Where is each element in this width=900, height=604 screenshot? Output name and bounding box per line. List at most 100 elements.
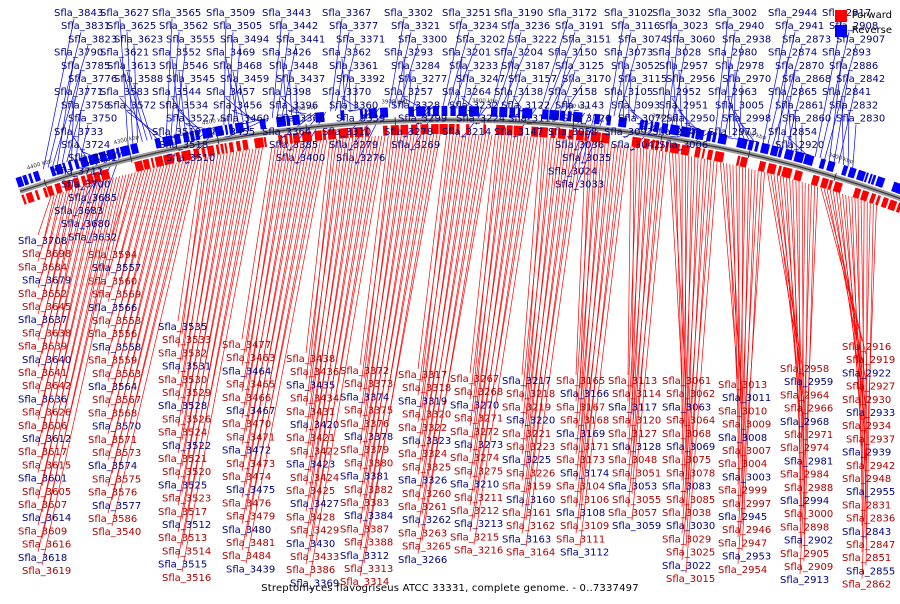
reverse-gene-label: Sfla_3371 — [336, 34, 385, 45]
reverse-gene-label: Sfla_3006 — [659, 140, 708, 151]
reverse-gene-label: Sfla_3002 — [708, 8, 757, 19]
forward-gene-label: Sfla_2933 — [846, 408, 895, 419]
reverse-gene-label: Sfla_3257 — [384, 87, 433, 98]
forward-gene-label: Sfla_3112 — [560, 548, 609, 559]
reverse-gene-block — [747, 140, 754, 151]
reverse-gene-label: Sfla_3150 — [548, 48, 597, 59]
forward-gene-label: Sfla_3210 — [450, 480, 499, 491]
forward-gene-label: Sfla_3263 — [398, 528, 447, 539]
forward-gene-label: Sfla_3218 — [506, 389, 555, 400]
reverse-gene-label: Sfla_3247 — [456, 74, 505, 85]
forward-gene-label: Sfla_3640 — [22, 355, 71, 366]
forward-gene-label: Sfla_2831 — [842, 500, 891, 511]
reverse-gene-label: Sfla_3122 — [501, 100, 550, 111]
forward-leader — [306, 138, 343, 405]
forward-gene-label: Sfla_3639 — [18, 342, 67, 353]
reverse-gene-label: Sfla_3426 — [262, 48, 311, 59]
forward-gene-label: Sfla_3114 — [612, 389, 661, 400]
forward-gene-label: Sfla_2988 — [784, 483, 833, 494]
forward-gene-label: Sfla_2955 — [846, 487, 895, 498]
forward-gene-label: Sfla_3169 — [556, 429, 605, 440]
reverse-gene-label: Sfla_3105 — [604, 87, 653, 98]
reverse-gene-label: Sfla_2950 — [666, 114, 715, 125]
reverse-gene-label: Sfla_3711 — [54, 166, 103, 177]
forward-gene-label: Sfla_2954 — [718, 565, 767, 576]
forward-gene-label: Sfla_3374 — [340, 392, 389, 403]
reverse-gene-label: Sfla_3750 — [68, 114, 117, 125]
forward-gene-label: Sfla_3226 — [506, 468, 555, 479]
forward-gene-label: Sfla_3428 — [286, 512, 335, 523]
reverse-gene-label: Sfla_3377 — [329, 21, 378, 32]
reverse-gene-label: Sfla_3776 — [68, 74, 117, 85]
forward-gene-label: Sfla_3438 — [286, 354, 335, 365]
forward-gene-label: Sfla_3474 — [222, 472, 271, 483]
reverse-gene-label: Sfla_2944 — [768, 8, 817, 19]
forward-gene-label: Sfla_3574 — [88, 461, 137, 472]
forward-gene-label: Sfla_3383 — [340, 498, 389, 509]
reverse-gene-label: Sfla_3300 — [398, 34, 447, 45]
reverse-gene-block — [754, 141, 759, 151]
reverse-gene-label: Sfla_3222 — [508, 34, 557, 45]
reverse-gene-label: Sfla_2865 — [768, 87, 817, 98]
forward-leader — [787, 178, 800, 442]
forward-gene-block — [853, 188, 862, 199]
reverse-gene-label: Sfla_3102 — [604, 8, 653, 19]
forward-gene-label: Sfla_3382 — [344, 485, 393, 496]
forward-gene-label: Sfla_3679 — [22, 276, 71, 287]
reverse-gene-label: Sfla_3457 — [206, 87, 255, 98]
forward-leader — [182, 157, 205, 334]
forward-gene-label: Sfla_3481 — [226, 538, 275, 549]
forward-gene-label: Sfla_3698 — [22, 249, 71, 260]
forward-gene-block — [26, 192, 35, 203]
forward-gene-label: Sfla_2999 — [718, 486, 767, 497]
forward-gene-block — [714, 151, 725, 163]
forward-gene-label: Sfla_2930 — [842, 395, 891, 406]
reverse-gene-label: Sfla_3400 — [276, 153, 325, 164]
forward-gene-block — [35, 190, 41, 200]
forward-gene-label: Sfla_3476 — [222, 498, 271, 509]
forward-gene-label: Sfla_3013 — [718, 380, 767, 391]
forward-gene-block — [793, 170, 803, 182]
forward-gene-block — [881, 197, 889, 208]
reverse-gene-label: Sfla_3468 — [213, 61, 262, 72]
forward-swatch — [835, 10, 847, 22]
forward-gene-label: Sfla_3273 — [454, 440, 503, 451]
forward-gene-label: Sfla_3163 — [502, 534, 551, 545]
forward-gene-label: Sfla_3605 — [22, 487, 71, 498]
reverse-gene-label: Sfla_3036 — [555, 140, 604, 151]
forward-gene-label: Sfla_3069 — [666, 442, 715, 453]
forward-gene-label: Sfla_3471 — [226, 432, 275, 443]
reverse-gene-label: Sfla_3157 — [508, 74, 557, 85]
forward-gene-label: Sfla_3517 — [158, 507, 207, 518]
forward-gene-label: Sfla_3111 — [556, 534, 605, 545]
forward-gene-label: Sfla_3470 — [222, 419, 271, 430]
reverse-gene-label: Sfla_2952 — [652, 87, 701, 98]
forward-gene-label: Sfla_2966 — [784, 404, 833, 415]
reverse-gene-label: Sfla_3042 — [611, 140, 660, 151]
forward-gene-label: Sfla_3464 — [222, 366, 271, 377]
reverse-gene-label: Sfla_3555 — [166, 34, 215, 45]
forward-gene-label: Sfla_3217 — [502, 376, 551, 387]
forward-gene-label: Sfla_3641 — [18, 368, 67, 379]
forward-leader — [310, 139, 333, 366]
forward-gene-label: Sfla_3029 — [662, 534, 711, 545]
reverse-gene-label: Sfla_3448 — [269, 61, 318, 72]
forward-gene-label: Sfla_3563 — [92, 369, 141, 380]
reverse-gene-label: Sfla_3151 — [562, 34, 611, 45]
forward-gene-label: Sfla_3571 — [88, 435, 137, 446]
forward-gene-label: Sfla_3606 — [18, 421, 67, 432]
reverse-gene-label: Sfla_3632 — [68, 232, 117, 243]
forward-gene-label: Sfla_3260 — [402, 489, 451, 500]
reverse-gene-label: Sfla_3093 — [611, 100, 660, 111]
reverse-gene-labels: Sfla_3843Sfla_3831Sfla_3823Sfla_3790Sfla… — [54, 8, 885, 243]
forward-gene-label: Sfla_3553 — [92, 316, 141, 327]
forward-gene-label: Sfla_3372 — [340, 366, 389, 377]
reverse-gene-label: Sfla_3310 — [322, 127, 371, 138]
forward-gene-label: Sfla_3520 — [162, 467, 211, 478]
forward-gene-label: Sfla_3174 — [560, 468, 609, 479]
forward-gene-label: Sfla_3564 — [88, 382, 137, 393]
legend-forward-label: Forward — [852, 10, 892, 21]
forward-gene-label: Sfla_3463 — [226, 353, 275, 364]
reverse-gene-label: Sfla_3361 — [329, 61, 378, 72]
reverse-gene-label: Sfla_3680 — [61, 219, 110, 230]
